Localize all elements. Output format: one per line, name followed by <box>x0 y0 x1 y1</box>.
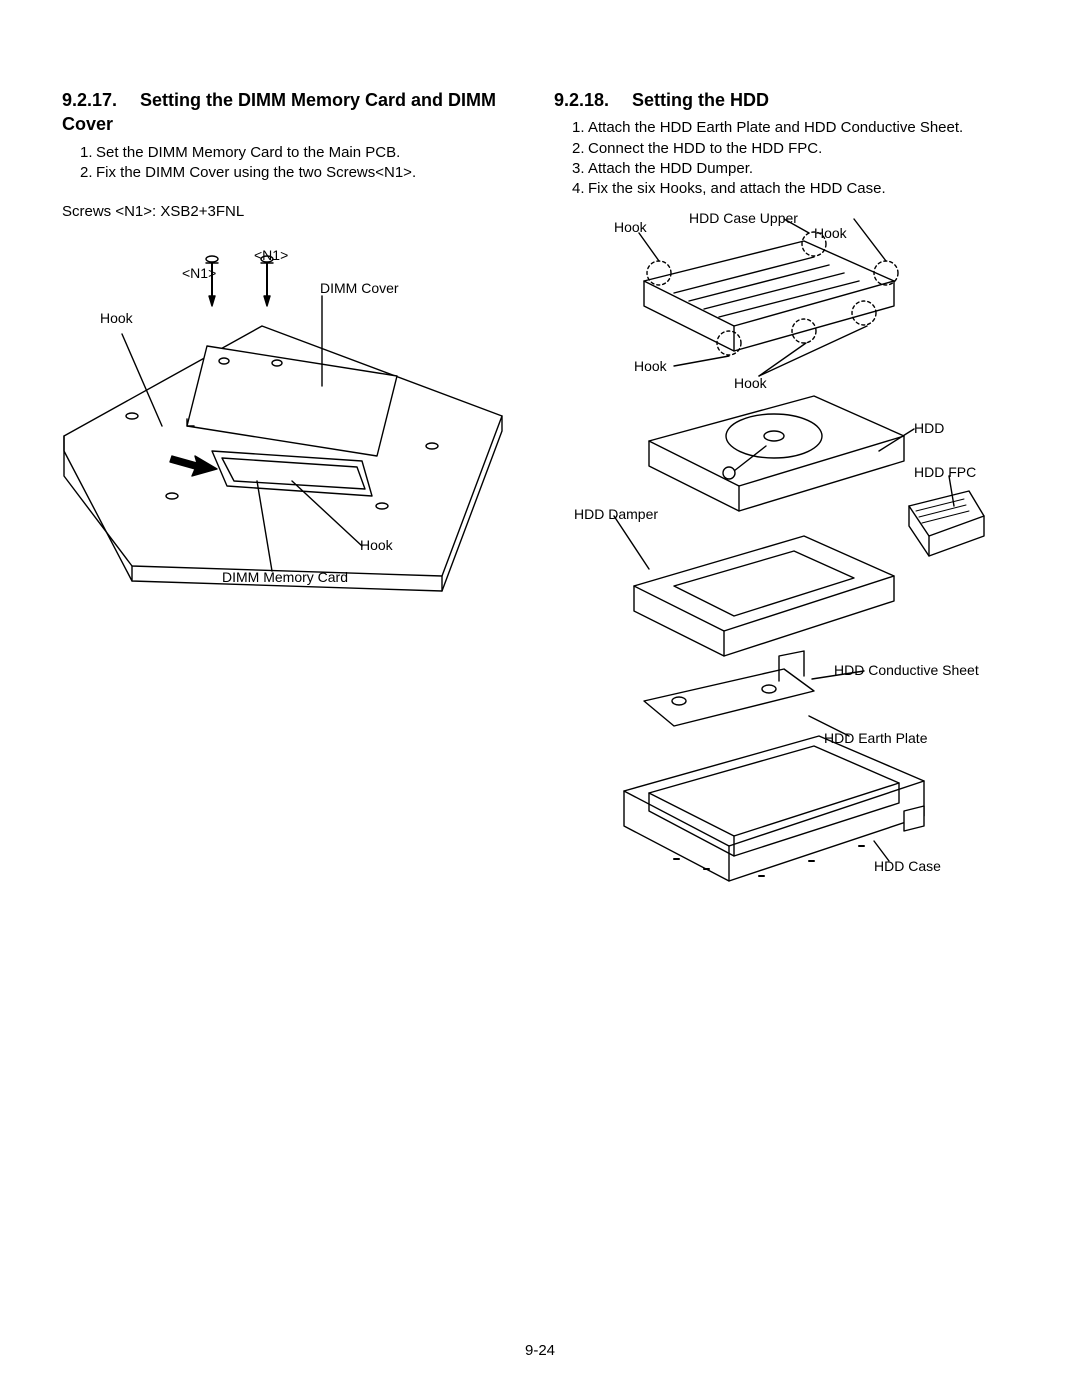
label-hook: Hook <box>360 538 393 553</box>
hdd-diagram: Hook HDD Case Upper Hook Hook Hook HDD H… <box>554 211 1014 891</box>
label-hdd-damper: HDD Damper <box>574 507 658 522</box>
step-text: Fix the DIMM Cover using the two Screws<… <box>96 164 416 181</box>
step-text: Fix the six Hooks, and attach the HDD Ca… <box>588 180 886 197</box>
label-hook: Hook <box>100 311 133 326</box>
step-text: Attach the HDD Dumper. <box>588 160 753 177</box>
step-text: Attach the HDD Earth Plate and HDD Condu… <box>588 119 963 136</box>
label-hook: Hook <box>614 220 647 235</box>
heading-number: 9.2.17. <box>62 88 140 112</box>
label-hdd: HDD <box>914 421 944 436</box>
label-dimm-cover: DIMM Cover <box>320 281 399 296</box>
step-item: 1.Set the DIMM Memory Card to the Main P… <box>80 143 526 163</box>
label-hook: Hook <box>734 376 767 391</box>
section-heading-left: 9.2.17.Setting the DIMM Memory Card and … <box>62 88 526 137</box>
steps-list-left: 1.Set the DIMM Memory Card to the Main P… <box>80 143 526 184</box>
heading-number: 9.2.18. <box>554 88 632 112</box>
screws-note: Screws <N1>: XSB2+3FNL <box>62 203 526 220</box>
dimm-diagram-svg <box>62 226 507 596</box>
step-item: 1.Attach the HDD Earth Plate and HDD Con… <box>572 118 1018 138</box>
label-n1: <N1> <box>254 248 288 263</box>
step-text: Connect the HDD to the HDD FPC. <box>588 140 822 157</box>
step-text: Set the DIMM Memory Card to the Main PCB… <box>96 144 400 161</box>
label-hdd-case: HDD Case <box>874 859 941 874</box>
label-hdd-conductive-sheet: HDD Conductive Sheet <box>834 663 979 678</box>
page-number: 9-24 <box>0 1342 1080 1359</box>
dimm-diagram: <N1> <N1> DIMM Cover Hook Hook DIMM Memo… <box>62 226 507 596</box>
step-item: 2.Fix the DIMM Cover using the two Screw… <box>80 163 526 183</box>
label-hdd-fpc: HDD FPC <box>914 465 976 480</box>
heading-title: Setting the HDD <box>632 90 769 110</box>
hdd-diagram-svg <box>554 211 1014 891</box>
label-hdd-earth-plate: HDD Earth Plate <box>824 731 927 746</box>
label-hook: Hook <box>814 226 847 241</box>
label-n1: <N1> <box>182 266 216 281</box>
step-item: 4.Fix the six Hooks, and attach the HDD … <box>572 179 1018 199</box>
left-column: 9.2.17.Setting the DIMM Memory Card and … <box>62 88 526 891</box>
label-hook: Hook <box>634 359 667 374</box>
steps-list-right: 1.Attach the HDD Earth Plate and HDD Con… <box>572 118 1018 199</box>
right-column: 9.2.18.Setting the HDD 1.Attach the HDD … <box>554 88 1018 891</box>
step-item: 3.Attach the HDD Dumper. <box>572 159 1018 179</box>
label-dimm-memory-card: DIMM Memory Card <box>222 570 348 585</box>
label-hdd-case-upper: HDD Case Upper <box>689 211 798 226</box>
step-item: 2.Connect the HDD to the HDD FPC. <box>572 139 1018 159</box>
section-heading-right: 9.2.18.Setting the HDD <box>554 88 1018 112</box>
